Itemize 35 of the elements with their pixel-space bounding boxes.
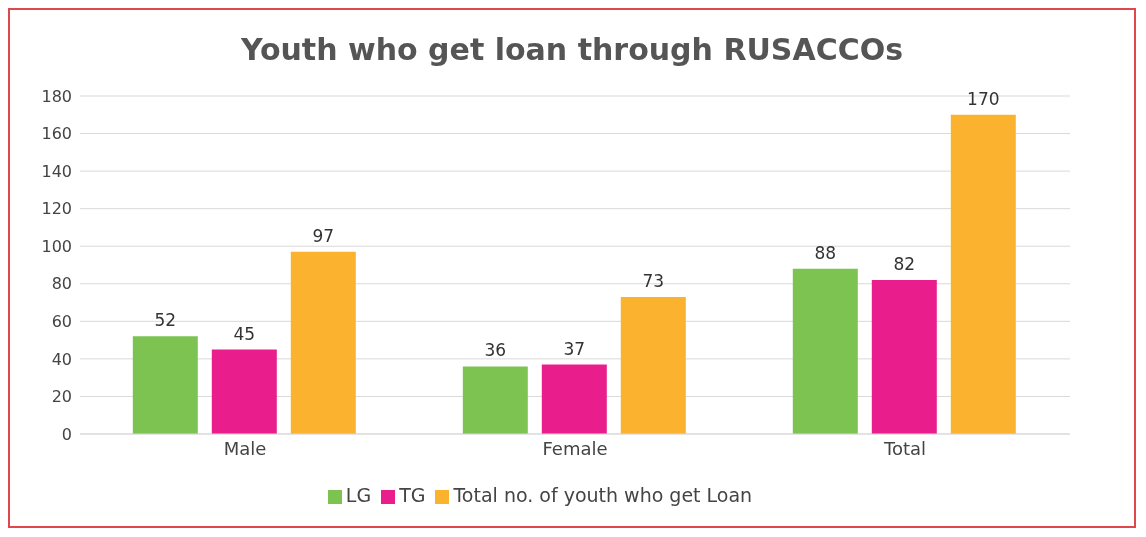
bar — [620, 296, 686, 434]
bar — [950, 114, 1016, 434]
y-tick-label: 40 — [51, 349, 72, 369]
data-label: 97 — [312, 225, 335, 246]
data-label: 170 — [967, 88, 1000, 109]
bar — [462, 366, 528, 434]
bar — [541, 364, 607, 434]
y-tick-label: 120 — [41, 199, 72, 219]
legend-label: LG — [345, 484, 372, 506]
data-label: 52 — [154, 310, 177, 331]
x-tick-label: Female — [542, 437, 608, 459]
y-tick-label: 100 — [41, 236, 72, 256]
y-tick-label: 80 — [51, 274, 72, 294]
y-tick-label: 0 — [61, 424, 72, 444]
data-label: 37 — [563, 338, 586, 359]
y-tick-label: 160 — [41, 124, 72, 144]
data-label: 82 — [893, 254, 916, 275]
bar — [792, 268, 858, 434]
data-label: 36 — [484, 340, 507, 361]
legend-label: TG — [399, 484, 426, 506]
y-tick-label: 60 — [51, 312, 72, 332]
x-tick-label: Total — [882, 437, 927, 459]
data-label: 88 — [814, 242, 837, 263]
data-label: 73 — [642, 270, 665, 291]
data-label: 45 — [233, 323, 256, 344]
chart-title: Youth who get loan through RUSACCOs — [239, 32, 905, 69]
x-tick-label: Male — [223, 437, 267, 459]
bar — [290, 251, 356, 434]
legend-label: Total no. of youth who get Loan — [453, 484, 753, 506]
bar — [132, 336, 198, 434]
bar — [871, 280, 937, 434]
y-tick-label: 20 — [51, 387, 72, 407]
y-tick-label: 140 — [41, 161, 72, 181]
bar — [211, 349, 277, 434]
y-tick-label: 180 — [41, 86, 72, 106]
